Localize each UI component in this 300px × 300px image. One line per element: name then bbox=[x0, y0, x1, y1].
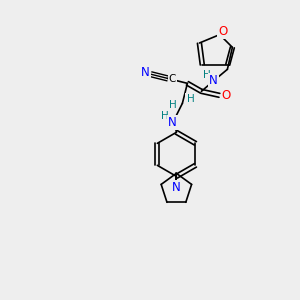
Text: N: N bbox=[141, 66, 150, 79]
Text: N: N bbox=[172, 181, 181, 194]
Text: H: H bbox=[202, 70, 210, 80]
Text: H: H bbox=[187, 94, 194, 104]
Text: C: C bbox=[169, 74, 176, 84]
Text: N: N bbox=[168, 116, 177, 129]
Text: O: O bbox=[218, 25, 227, 38]
Text: N: N bbox=[209, 74, 218, 87]
Text: H: H bbox=[160, 111, 168, 121]
Text: H: H bbox=[169, 100, 176, 110]
Text: O: O bbox=[222, 89, 231, 102]
